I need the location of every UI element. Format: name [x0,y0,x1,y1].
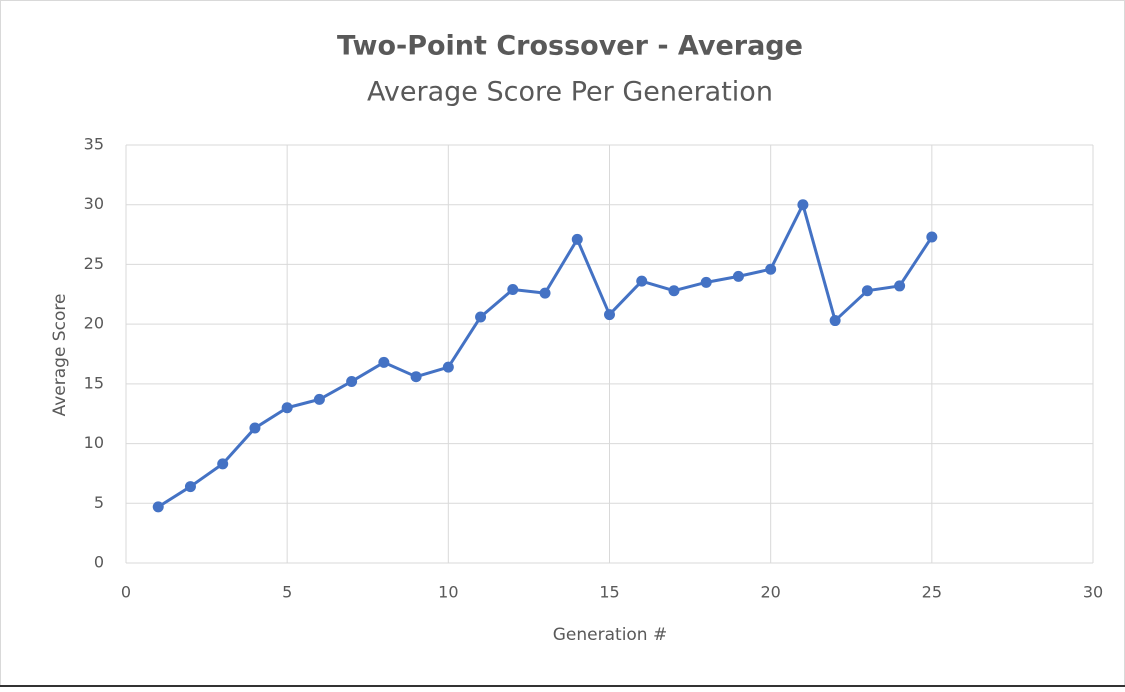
y-tick-label: 35 [84,135,104,154]
chart-title: Two-Point Crossover - Average [337,31,803,62]
data-point [636,275,648,287]
data-point [604,309,615,321]
y-axis-label: Average Score [50,294,70,417]
data-point [442,361,454,373]
data-point [217,458,229,470]
data-point [507,284,519,296]
data-point [894,280,906,292]
y-tick-label: 30 [84,194,104,213]
y-tick-label: 5 [94,493,104,512]
x-tick-label: 0 [121,583,131,602]
x-tick-label: 10 [438,583,458,602]
data-point [700,276,712,288]
data-point [797,199,809,211]
data-point [281,402,293,414]
data-point [571,233,583,245]
data-point [152,501,164,513]
x-tick-label: 25 [922,583,942,602]
y-tick-label: 15 [84,373,104,392]
data-point [668,285,680,297]
x-axis-label: Generation # [553,625,667,645]
x-tick-label: 5 [282,583,292,602]
chart-subtitle: Average Score Per Generation [367,77,773,108]
data-point [926,231,938,243]
x-tick-label: 20 [760,583,780,602]
y-tick-label: 25 [84,254,104,273]
data-point [765,263,777,275]
grid [125,144,1094,564]
y-tick-label: 10 [84,433,104,452]
x-tick-label: 15 [599,583,619,602]
x-tick-label: 30 [1083,583,1103,602]
y-tick-label: 0 [94,553,104,572]
data-point [539,287,551,299]
data-point [378,356,390,368]
data-point [475,311,487,323]
data-point [410,371,422,383]
data-point [184,481,196,493]
data-point [313,393,325,405]
data-point [732,270,744,282]
y-tick-label: 20 [84,314,104,333]
data-point [829,315,841,327]
data-point [249,422,261,434]
data-point [861,285,873,297]
data-point [346,375,358,387]
